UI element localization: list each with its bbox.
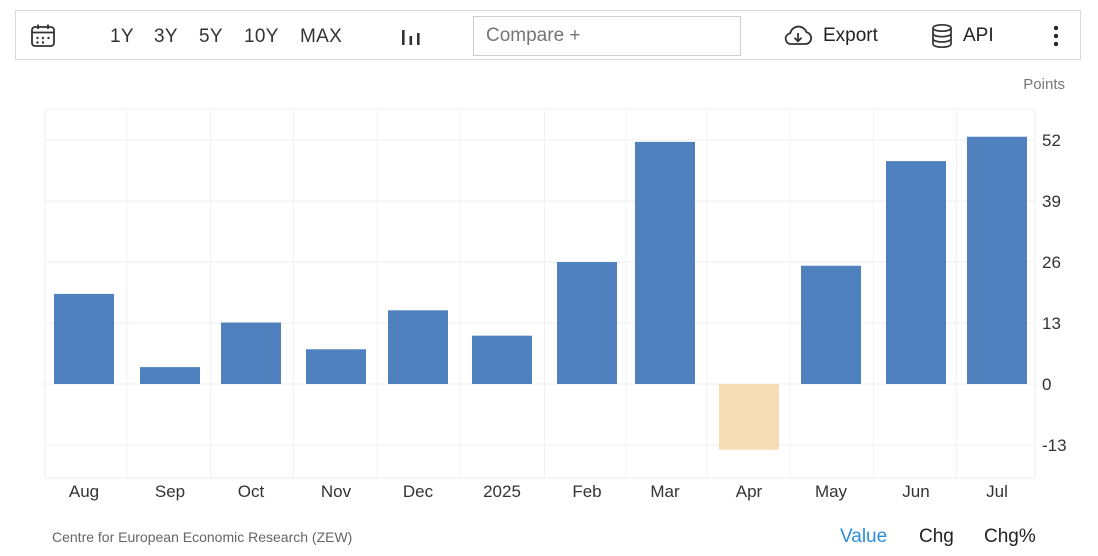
bar-chart-icon[interactable] <box>400 25 422 47</box>
vertical-dots-icon[interactable] <box>1046 23 1066 49</box>
chart-toolbar: 1Y 3Y 5Y 10Y MAX Export API <box>15 10 1081 60</box>
x-tick-label: Dec <box>403 482 434 501</box>
calendar-icon[interactable] <box>30 23 56 49</box>
export-button[interactable]: Export <box>782 23 878 49</box>
bar-jul <box>967 136 1027 384</box>
x-tick-label: May <box>815 482 848 501</box>
bar-mar <box>635 141 695 384</box>
range-3y-button[interactable]: 3Y <box>154 26 178 47</box>
y-tick-label: 13 <box>1042 314 1061 333</box>
x-tick-label: Sep <box>155 482 185 501</box>
y-tick-label: 0 <box>1042 375 1051 394</box>
range-max-button[interactable]: MAX <box>300 26 343 47</box>
y-tick-label: 52 <box>1042 131 1061 150</box>
plot-frame <box>44 108 1036 479</box>
y-tick-label: -13 <box>1042 436 1067 455</box>
bar-aug <box>54 293 114 384</box>
mode-chg-pct-button[interactable]: Chg% <box>984 526 1036 547</box>
units-label: Points <box>1023 76 1065 93</box>
api-label: API <box>963 25 994 46</box>
y-tick-label: 39 <box>1042 192 1061 211</box>
source-label: Centre for European Economic Research (Z… <box>52 529 353 545</box>
bar-chart: 52 39 26 13 0 -13 Aug Sep Oct Nov Dec 2025 Feb Mar Apr… <box>44 108 1067 501</box>
range-1y-button[interactable]: 1Y <box>110 26 134 47</box>
export-label: Export <box>823 25 878 46</box>
bar-apr <box>719 384 779 450</box>
x-tick-label: Apr <box>736 482 763 501</box>
database-icon <box>932 23 952 49</box>
api-button[interactable]: API <box>930 23 994 49</box>
mode-value-button[interactable]: Value <box>840 526 888 547</box>
bar-jun <box>886 161 946 384</box>
bar-nov <box>306 349 366 384</box>
x-tick-label: Nov <box>321 482 352 501</box>
x-tick-label: Feb <box>572 482 601 501</box>
range-5y-button[interactable]: 5Y <box>199 26 223 47</box>
bar-2025 <box>472 335 532 384</box>
cloud-download-icon <box>784 25 813 45</box>
bar-may <box>801 265 861 384</box>
mode-chg-button[interactable]: Chg <box>919 526 954 547</box>
range-10y-button[interactable]: 10Y <box>244 26 279 47</box>
x-tick-label: Jun <box>902 482 929 501</box>
x-tick-label: Mar <box>650 482 680 501</box>
compare-input[interactable] <box>473 16 741 56</box>
y-tick-label: 26 <box>1042 253 1061 272</box>
x-tick-label: Aug <box>69 482 99 501</box>
x-tick-label: Jul <box>986 482 1008 501</box>
bar-oct <box>221 322 281 384</box>
x-tick-label: Oct <box>238 482 265 501</box>
x-tick-label: 2025 <box>483 482 521 501</box>
bar-dec <box>388 310 448 384</box>
bar-sep <box>140 367 200 384</box>
bar-feb <box>557 262 617 384</box>
